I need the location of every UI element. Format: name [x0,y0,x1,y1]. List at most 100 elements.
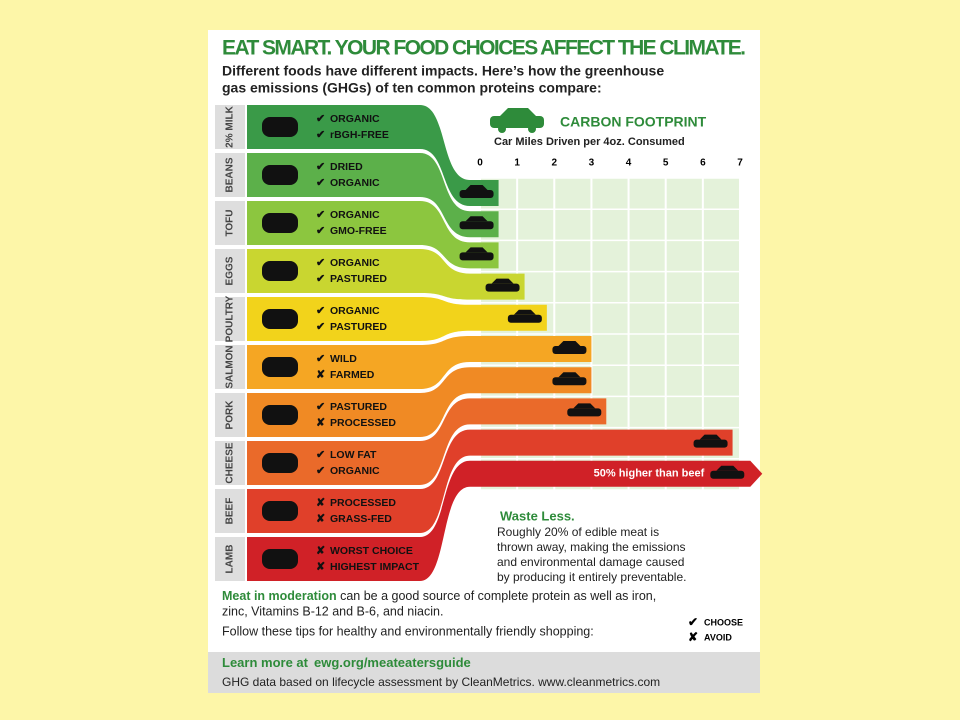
footer-lead: Learn more at ewg.org/meateatersguide [222,655,471,670]
item-mark: ✔ [316,273,325,285]
item-mark: ✔ [316,113,325,125]
food-label: 2% MILK [225,105,236,147]
item-mark: ✔ [316,225,325,237]
food-row: SALMON ✔ WILD ✘ FARMED [215,336,592,389]
car-icon [459,190,494,198]
item-mark: ✘ [316,417,325,429]
car-icon [552,377,587,386]
item-text: PASTURED [330,273,387,285]
waste-line: by producing it entirely preventable. [497,570,686,584]
x-tick-label: 4 [626,158,632,169]
car-icon [716,465,739,471]
label-box [215,297,245,341]
food-icon [262,309,298,329]
item-mark: ✔ [316,177,325,189]
item-mark: ✔ [316,465,325,477]
car-icon [693,439,728,448]
impact-band [247,336,592,389]
impact-band [247,398,607,485]
waste-line: thrown away, making the emissions [497,540,686,554]
item-mark: ✔ [316,321,325,333]
item-text: GMO-FREE [330,225,387,237]
x-tick-label: 6 [700,158,706,169]
food-label: BEEF [225,498,236,525]
avoid: AVOID [704,632,732,642]
lamb-note: 50% higher than beef [594,468,705,480]
food-row: PORK ✔ PASTURED ✘ PROCESSED [215,367,592,437]
food-label: TOFU [225,209,236,236]
label-box [215,105,245,149]
food-icon [262,501,298,521]
item-text: WILD [330,353,357,365]
item-text: HIGHEST IMPACT [330,561,420,573]
label-box [215,249,245,293]
car-icon [459,221,494,230]
item-mark: ✘ [316,545,325,557]
food-label: CHEESE [225,442,236,483]
item-text: PROCESSED [330,497,396,509]
x-tick-label: 1 [514,158,520,169]
choose-mark: ✔ [688,615,698,629]
item-mark: ✘ [316,513,325,525]
car-icon [552,346,587,354]
item-text: ORGANIC [330,305,380,317]
moderation-line: zinc, Vitamins B-12 and B-6, and niacin. [222,604,443,618]
item-text: LOW FAT [330,449,377,461]
car-icon [558,372,581,378]
item-text: rBGH-FREE [330,129,389,141]
subtitle: gas emissions (GHGs) of ten common prote… [222,80,602,96]
footprint-subtitle: Car Miles Driven per 4oz. Consumed [494,136,685,148]
food-row: BEEF ✘ PROCESSED ✘ GRASS-FED [215,429,733,533]
item-mark: ✔ [316,305,325,317]
item-mark: ✔ [316,401,325,413]
footer-lead-text: Learn more at [222,655,309,670]
impact-band [247,297,547,341]
food-icon [262,165,298,185]
car-icon [491,278,514,284]
item-text: ORGANIC [330,465,380,477]
food-icon [262,357,298,377]
footer-link: ewg.org/meateatersguide [314,655,471,670]
food-label: EGGS [225,256,236,285]
car-icon [465,247,488,253]
car-icon [567,408,602,417]
footprint-title: CARBON FOOTPRINT [560,114,707,130]
food-label: LAMB [225,545,236,574]
x-tick-label: 7 [737,158,743,169]
item-text: ORGANIC [330,177,380,189]
x-tick-label: 2 [552,158,558,169]
impact-band [247,201,499,269]
label-box [215,345,245,389]
food-row: 2% MILK ✔ ORGANIC ✔ rBGH-FREE [215,105,499,206]
x-tick-label: 3 [589,158,595,169]
item-mark: ✘ [316,369,325,381]
car-icon [459,252,494,261]
food-icon [262,117,298,137]
tips: Follow these tips for healthy and enviro… [222,624,594,638]
item-mark: ✔ [316,161,325,173]
food-row: CHEESE ✔ LOW FAT ✔ ORGANIC [215,398,607,485]
food-row: TOFU ✔ ORGANIC ✔ GMO-FREE [215,201,499,269]
item-mark: ✔ [316,129,325,141]
food-icon [262,261,298,281]
car-icon [710,470,745,479]
item-text: PASTURED [330,401,387,413]
item-mark: ✔ [316,449,325,461]
moderation-lead: Meat in moderation [222,589,337,603]
car-icon [465,216,488,222]
car-icon [465,185,488,190]
waste-title: Waste Less. [500,508,575,523]
item-mark: ✔ [316,353,325,365]
food-label: POULTRY [225,295,236,342]
footer-band [208,652,760,693]
food-row: BEANS ✔ DRIED ✔ ORGANIC [215,153,499,238]
impact-band [247,105,499,206]
label-box [215,489,245,533]
label-box [215,201,245,245]
food-icon [262,549,298,569]
item-text: DRIED [330,161,363,173]
item-text: GRASS-FED [330,513,392,525]
item-mark: ✘ [316,497,325,509]
item-text: ORGANIC [330,113,380,125]
